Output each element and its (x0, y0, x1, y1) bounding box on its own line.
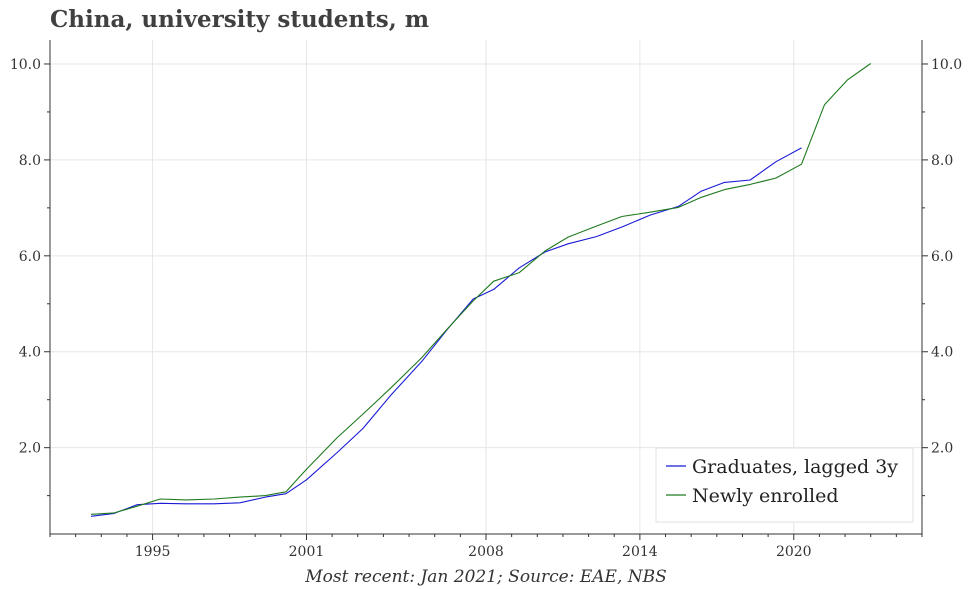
legend-box (655, 447, 914, 523)
y-tick-label-right: 4.0 (931, 345, 953, 361)
y-tick-label-left: 6.0 (19, 249, 41, 265)
y-tick-label-right: 10.0 (931, 57, 962, 73)
y-tick-label-left: 10.0 (10, 57, 41, 73)
series-lines (90, 63, 872, 517)
chart-title: China, university students, m (50, 6, 430, 33)
chart-caption: Most recent: Jan 2021; Source: EAE, NBS (304, 567, 667, 587)
y-tick-label-left: 4.0 (19, 345, 41, 361)
y-tick-label-right: 8.0 (931, 153, 953, 169)
x-tick-label: 2008 (468, 544, 504, 560)
y-tick-label-left: 8.0 (19, 153, 41, 169)
x-tick-label: 2014 (622, 544, 658, 560)
legend-label: Newly enrolled (692, 485, 839, 507)
x-tick-label: 2020 (776, 544, 812, 560)
legend-label: Graduates, lagged 3y (692, 456, 898, 478)
y-tick-label-right: 2.0 (931, 441, 953, 457)
y-tick-label-left: 2.0 (19, 441, 41, 457)
legend: Graduates, lagged 3y Newly enrolled (655, 447, 914, 523)
y-tick-label-right: 6.0 (931, 249, 953, 265)
x-tick-label: 2001 (289, 544, 325, 560)
series-line-newly-enrolled (90, 63, 872, 515)
grid-lines (50, 40, 922, 534)
axes: 2.0 2.0 4.0 4.0 6.0 6.0 8.0 8.0 10.0 10.0 1995 2001… (10, 40, 962, 560)
x-tick-label: 1995 (135, 544, 171, 560)
